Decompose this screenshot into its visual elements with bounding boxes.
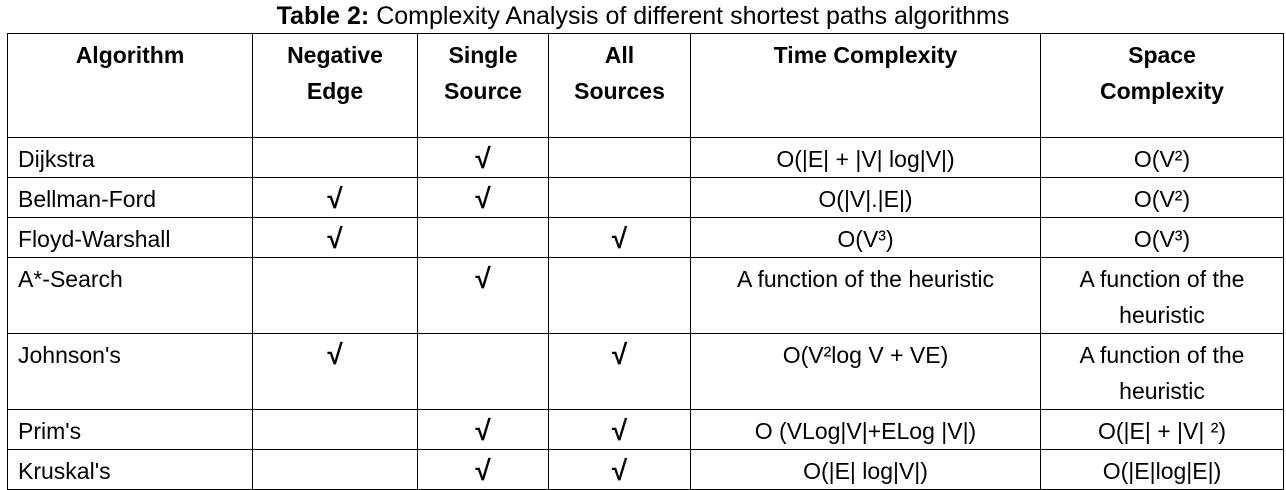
table-cell: √ bbox=[417, 409, 549, 450]
table-cell: A function of the heuristic bbox=[1040, 333, 1284, 410]
table-cell: O(|V|.|E|) bbox=[690, 177, 1041, 218]
table-cell: O(V³) bbox=[1040, 217, 1284, 258]
table-cell: A function of the heuristic bbox=[690, 257, 1041, 334]
table-cell: √ bbox=[417, 257, 549, 334]
header-line: Algorithm bbox=[75, 42, 185, 68]
table-cell bbox=[548, 137, 691, 178]
header-line: Single bbox=[448, 42, 518, 68]
caption-label: Table 2: bbox=[276, 2, 370, 30]
header-row: Algorithm Negative Edge Single Source All Sour… bbox=[7, 33, 1284, 138]
table-cell: A function of the heuristic bbox=[1040, 257, 1284, 334]
table-cell bbox=[548, 177, 691, 218]
header-cell: Time Complexity bbox=[690, 33, 1041, 138]
table-cell: O(|E| + |V| ²) bbox=[1040, 409, 1284, 450]
complexity-table: Algorithm Negative Edge Single Source All Sour… bbox=[7, 33, 1284, 490]
table-cell: √ bbox=[252, 333, 418, 410]
algorithm-name: A*-Search bbox=[7, 257, 253, 334]
table-cell: O(V³) bbox=[690, 217, 1041, 258]
table-cell bbox=[548, 257, 691, 334]
algorithm-name: Floyd-Warshall bbox=[7, 217, 253, 258]
algorithm-name: Johnson's bbox=[7, 333, 253, 410]
header-cell: Algorithm bbox=[7, 33, 253, 138]
caption-text: Complexity Analysis of different shortes… bbox=[376, 2, 1010, 30]
algorithm-name: Prim's bbox=[7, 409, 253, 450]
table-cell: √ bbox=[252, 177, 418, 218]
header-line: Edge bbox=[306, 78, 364, 104]
table-cell: O(V²) bbox=[1040, 137, 1284, 178]
table-row: Kruskal's √ √ O(|E| log|V|) O(|E|log|E|) bbox=[7, 449, 1284, 490]
table-cell: √ bbox=[548, 409, 691, 450]
algorithm-name: Kruskal's bbox=[7, 449, 253, 490]
header-line: All bbox=[604, 42, 635, 68]
table-row: A*-Search √ A function of the heuristic A f… bbox=[7, 257, 1284, 334]
table-cell: √ bbox=[548, 217, 691, 258]
header-line: Source bbox=[444, 78, 522, 104]
table-cell: √ bbox=[417, 449, 549, 490]
header-cell: Space Complexity bbox=[1040, 33, 1284, 138]
header-line: Sources bbox=[574, 78, 665, 104]
table-cell: O(|E| + |V| log|V|) bbox=[690, 137, 1041, 178]
table-row: Dijkstra √ O(|E| + |V| log|V|) O(V²) bbox=[7, 137, 1284, 178]
table-cell: O(|E| log|V|) bbox=[690, 449, 1041, 490]
table-cell: √ bbox=[548, 449, 691, 490]
table-cell: O(V²) bbox=[1040, 177, 1284, 218]
table-row: Bellman-Ford √ √ O(|V|.|E|) O(V²) bbox=[7, 177, 1284, 218]
algorithm-name: Dijkstra bbox=[7, 137, 253, 178]
table-cell bbox=[417, 217, 549, 258]
table-cell: O(V²log V + VE) bbox=[690, 333, 1041, 410]
table-cell: √ bbox=[252, 217, 418, 258]
table-cell bbox=[252, 409, 418, 450]
table-cell bbox=[417, 333, 549, 410]
header-line: Space bbox=[1128, 42, 1196, 68]
table-row: Prim's √ √ O (VLog|V|+ELog |V|) O(|E| + |V| … bbox=[7, 409, 1284, 450]
table-cell: √ bbox=[548, 333, 691, 410]
header-cell: Negative Edge bbox=[252, 33, 418, 138]
table-caption: Table 2: Complexity Analysis of differen… bbox=[0, 0, 1286, 33]
table-row: Johnson's √ √ O(V²log V + VE) A function of … bbox=[7, 333, 1284, 410]
table-cell: √ bbox=[417, 137, 549, 178]
header-cell: Single Source bbox=[417, 33, 549, 138]
table-cell: √ bbox=[417, 177, 549, 218]
header-line: Time Complexity bbox=[773, 42, 958, 68]
header-cell: All Sources bbox=[548, 33, 691, 138]
header-line: Complexity bbox=[1100, 78, 1224, 104]
table-cell bbox=[252, 449, 418, 490]
table-cell bbox=[252, 257, 418, 334]
table-cell: O (VLog|V|+ELog |V|) bbox=[690, 409, 1041, 450]
table-row: Floyd-Warshall √ √ O(V³) O(V³) bbox=[7, 217, 1284, 258]
algorithm-name: Bellman-Ford bbox=[7, 177, 253, 218]
table-cell bbox=[252, 137, 418, 178]
table-cell: O(|E|log|E|) bbox=[1040, 449, 1284, 490]
header-line: Negative bbox=[287, 42, 383, 68]
